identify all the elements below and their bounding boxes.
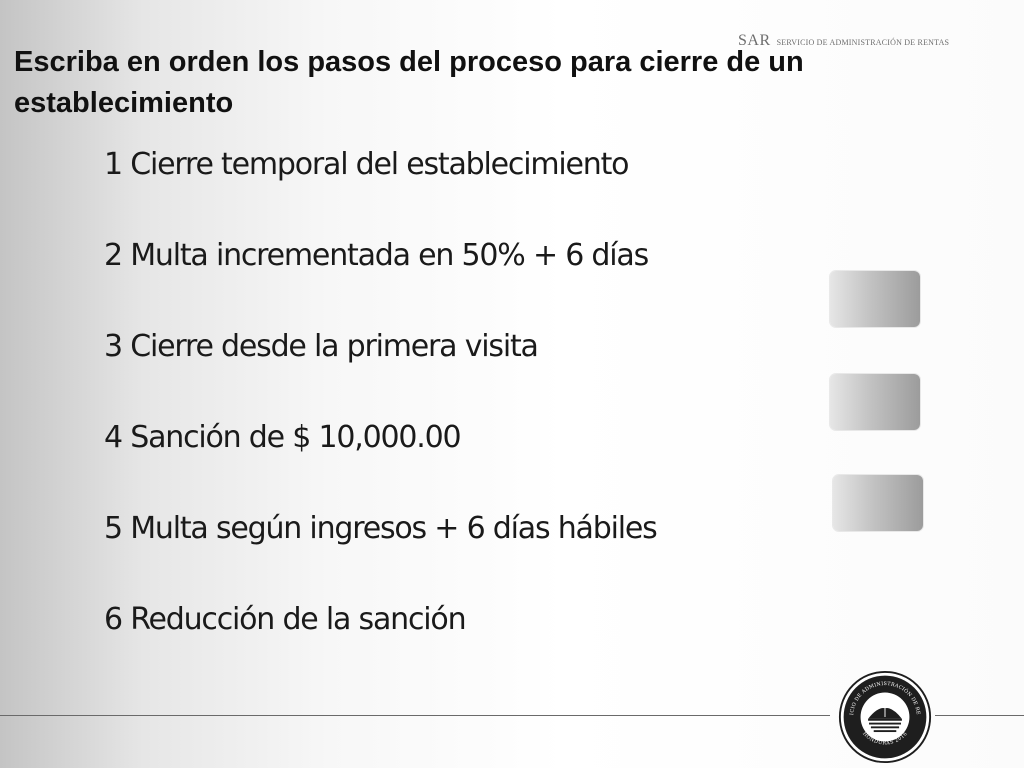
step-item: 2 Multa incrementada en 50% + 6 días xyxy=(104,238,649,273)
answer-box-2[interactable] xyxy=(830,374,920,430)
seal-emblem-icon xyxy=(868,703,902,733)
header-brand: SAR SERVICIO DE ADMINISTRACIÓN DE RENTAS xyxy=(738,32,949,50)
sar-seal-logo: SERVICIO DE ADMINISTRACIÓN DE RENTAS HON… xyxy=(838,670,932,764)
steps-list: 1 Cierre temporal del establecimiento 2 … xyxy=(104,142,658,688)
step-item: 3 Cierre desde la primera visita xyxy=(104,329,539,364)
step-item: 4 Sanción de $ 10,000.00 xyxy=(104,420,462,455)
answer-box-1[interactable] xyxy=(830,271,920,327)
step-item: 6 Reducción de la sanción xyxy=(104,602,467,637)
brand-abbreviation: SAR xyxy=(738,32,771,49)
answer-box-3[interactable] xyxy=(833,475,923,531)
brand-full-name: SERVICIO DE ADMINISTRACIÓN DE RENTAS xyxy=(776,38,950,47)
footer-divider-left xyxy=(0,715,830,716)
page-title: Escriba en orden los pasos del proceso p… xyxy=(14,46,804,119)
footer-divider-right xyxy=(935,715,1024,716)
step-item: 1 Cierre temporal del establecimiento xyxy=(104,147,629,182)
step-item: 5 Multa según ingresos + 6 días hábiles xyxy=(104,511,658,546)
